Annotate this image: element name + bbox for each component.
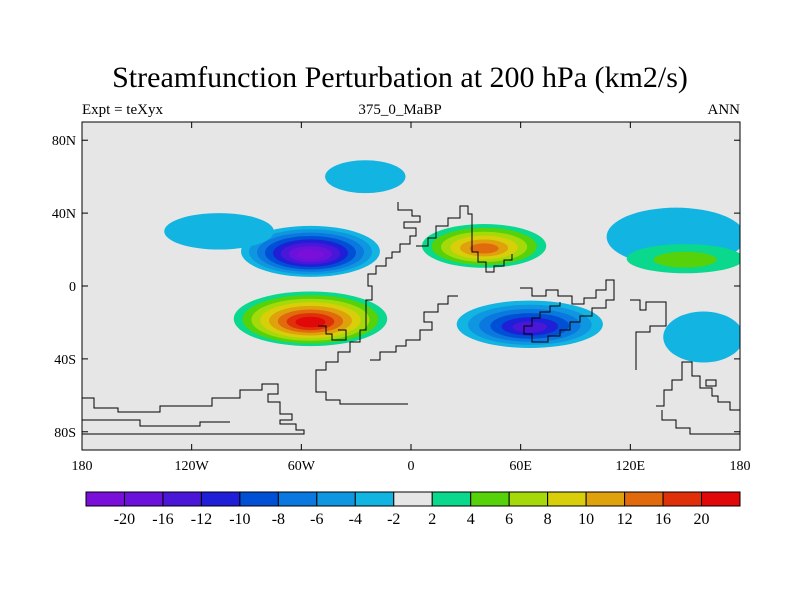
colorbar-box [123,491,164,507]
contour-band [469,243,499,254]
colorbar-label: -16 [152,511,173,528]
x-tick-label: 120W [175,459,210,474]
colorbar-label: 12 [617,511,633,528]
coastline-southern-outline [370,295,458,361]
colorbar-label: 20 [694,511,710,528]
colorbar-label: -6 [310,511,323,528]
colorbar-box [701,491,741,507]
colorbar-label: -8 [272,511,285,528]
contour-band [663,311,740,363]
colorbar-label: -12 [191,511,212,528]
contour-band [325,160,406,194]
contour-band [512,321,547,333]
colorbar-box [508,491,549,507]
colorbar-box [354,491,395,507]
colorbar-box [85,491,125,507]
x-tick-label: 180 [72,459,93,474]
colorbar-label: -10 [229,511,250,528]
colorbar-label: -20 [114,511,135,528]
coastline-peninsula-outline [318,325,347,341]
coastline-layer [82,202,740,435]
colorbar-box [662,491,703,507]
colorbar-label: 4 [467,511,475,528]
coastline-east-antarctic-outline [656,361,740,435]
x-tick-label: 180 [730,459,751,474]
colorbar-box [393,491,433,507]
y-tick-label: 0 [69,280,76,295]
colorbar-box [316,491,356,507]
map-background [82,122,740,450]
experiment-label: Expt = teXyx [82,102,163,118]
x-tick-label: 0 [408,459,415,474]
colorbar-box [470,491,510,507]
coastline-africa-outline [315,202,421,405]
colorbar-box [162,491,202,507]
colorbar-box [200,491,241,507]
colorbar-label: 16 [655,511,671,528]
colorbar-label: -4 [349,511,362,528]
contour-band [295,316,326,328]
axis-tick-layer: 80N 40N 0 40S 80S 180 120W 60W 0 60E 120E 180 [52,122,751,474]
coastline-west-antarctic-outline [82,419,230,427]
coastline-asia-outline [520,279,615,343]
colorbar-box [585,491,626,507]
season-label: ANN [707,102,741,118]
colorbar-label: 10 [578,511,594,528]
contour-band [296,249,325,260]
colorbar-box [239,491,279,507]
y-tick-label: 40S [54,353,76,368]
y-tick-label: 40N [52,207,76,222]
coastline-antarctic-outline [82,383,305,435]
colorbar-box [277,491,318,507]
colorbar-label: -2 [387,511,400,528]
x-tick-label: 120E [616,459,646,474]
chart-title: Streamfunction Perturbation at 200 hPa (… [112,61,688,94]
coastline-eurasia-outline [416,205,513,273]
x-tick-label: 60W [288,459,316,474]
contour-band [653,251,717,268]
colorbar-label: 2 [428,511,436,528]
coastline-island-outline [705,379,717,387]
colorbar-label: 8 [544,511,552,528]
y-tick-label: 80N [52,134,76,149]
contour-fill-layer [164,160,740,363]
period-label: 375_0_MaBP [358,102,442,118]
colorbar-box [547,491,587,507]
colorbar: -20 -16 -12 -10 -8 -6 -4 -2 2 4 6 8 10 12 16 20 [85,491,741,528]
colorbar-label: 6 [505,511,513,528]
contour-band [164,213,274,250]
coastline-australia-outline [630,299,667,370]
x-tick-label: 60E [509,459,532,474]
colorbar-box [624,491,664,507]
colorbar-box [431,491,472,507]
y-tick-label: 80S [54,426,76,441]
